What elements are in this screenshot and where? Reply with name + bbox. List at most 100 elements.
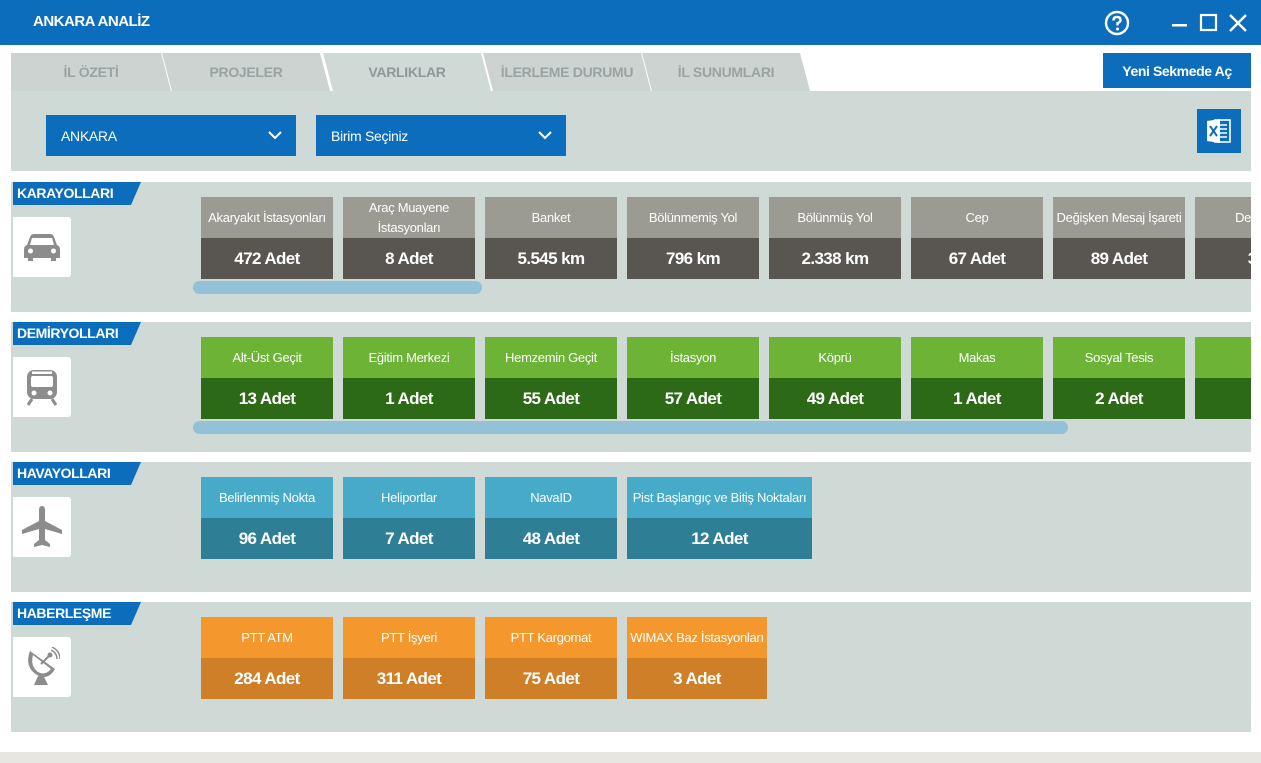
section-label: HAVAYOLLARI bbox=[13, 462, 141, 485]
metric-card[interactable]: Bölünmemiş Yol 796 km bbox=[627, 197, 759, 279]
metric-card-label: Sosyal Tesis bbox=[1053, 337, 1185, 378]
metric-card-label: Alt-Üst Geçit bbox=[201, 337, 333, 378]
section-title: KARAYOLLARI bbox=[17, 185, 114, 201]
metric-card-value: 374 bbox=[1195, 238, 1251, 279]
metric-card-value: 12 Adet bbox=[627, 518, 812, 559]
help-icon[interactable] bbox=[1104, 10, 1130, 36]
close-icon[interactable] bbox=[1225, 10, 1251, 36]
tab-label: İL ÖZETİ bbox=[63, 64, 119, 80]
metric-card-value: 3 Adet bbox=[627, 658, 767, 699]
maximize-icon[interactable] bbox=[1196, 10, 1222, 36]
window-title: ANKARA ANALİZ bbox=[33, 13, 150, 30]
open-new-tab-button[interactable]: Yeni Sekmede Aç bbox=[1103, 53, 1251, 88]
tab-il-ozeti[interactable]: İL ÖZETİ bbox=[11, 53, 171, 91]
metric-card-value: 284 Adet bbox=[201, 658, 333, 699]
metric-card[interactable]: Sosyal Tesis 2 Adet bbox=[1053, 337, 1185, 419]
metric-card-label: Değişken bbox=[1195, 197, 1251, 238]
car-icon bbox=[13, 217, 71, 277]
chevron-down-icon bbox=[538, 131, 552, 140]
metric-card[interactable]: PTT ATM 284 Adet bbox=[201, 617, 333, 699]
metric-card[interactable]: NavaID 48 Adet bbox=[485, 477, 617, 559]
metric-card-value: 1 Adet bbox=[911, 378, 1043, 419]
metric-card[interactable]: PTT İşyeri 311 Adet bbox=[343, 617, 475, 699]
metric-card-label: Banket bbox=[485, 197, 617, 238]
city-select-value: ANKARA bbox=[61, 127, 117, 144]
excel-export-button[interactable] bbox=[1197, 109, 1241, 153]
metric-card-label: Değişken Mesaj İşareti bbox=[1053, 197, 1185, 238]
metric-card-value: 96 Adet bbox=[201, 518, 333, 559]
metric-card[interactable]: Değişken Mesaj İşareti 89 Adet bbox=[1053, 197, 1185, 279]
excel-icon bbox=[1207, 119, 1231, 143]
metric-card-value: 75 Adet bbox=[485, 658, 617, 699]
metric-card-label: Araç Muayene İstasyonları bbox=[343, 197, 475, 238]
metric-card-value: 2.338 km bbox=[769, 238, 901, 279]
satellite-dish-icon bbox=[13, 637, 71, 697]
metric-card-label: Köprü bbox=[769, 337, 901, 378]
metric-card-label: WIMAX Baz İstasyonları bbox=[627, 617, 767, 658]
train-icon bbox=[13, 357, 71, 417]
section-highways: KARAYOLLARI Akaryakıt İstasyonları 472 Ad… bbox=[11, 182, 1251, 312]
tab-varliklar[interactable]: VARLIKLAR bbox=[323, 53, 491, 91]
metric-card-value: 1 Adet bbox=[343, 378, 475, 419]
section-communication: HABERLEŞME PTT ATM 284 Adet PTT İşyeri 311 … bbox=[11, 602, 1251, 732]
metric-card[interactable]: WIMAX Baz İstasyonları 3 Adet bbox=[627, 617, 767, 699]
metric-card[interactable]: Heliportlar 7 Adet bbox=[343, 477, 475, 559]
metric-card[interactable]: Pist Başlangıç ve Bitiş Noktaları 12 Adet bbox=[627, 477, 812, 559]
tab-label: İL SUNUMLARI bbox=[677, 64, 775, 80]
section-railways: DEMİRYOLLARI Alt-Üst Geçit 13 Adet Eğitim … bbox=[11, 322, 1251, 452]
metric-card-label: T bbox=[1195, 337, 1251, 378]
horizontal-scrollbar[interactable] bbox=[193, 281, 482, 294]
section-title: DEMİRYOLLARI bbox=[17, 325, 119, 341]
metric-card-label: Bölünmüş Yol bbox=[769, 197, 901, 238]
section-airways: HAVAYOLLARI Belirlenmiş Nokta 96 Adet Heli… bbox=[11, 462, 1251, 592]
city-select[interactable]: ANKARA bbox=[46, 115, 296, 156]
metric-card-value: 311 Adet bbox=[343, 658, 475, 699]
section-label: HABERLEŞME bbox=[13, 602, 141, 625]
tab-ilerleme-durumu[interactable]: İLERLEME DURUMU bbox=[483, 53, 651, 91]
metric-card-value: 43 bbox=[1195, 378, 1251, 419]
metric-card[interactable]: PTT Kargomat 75 Adet bbox=[485, 617, 617, 699]
title-bar: ANKARA ANALİZ bbox=[0, 0, 1261, 45]
metric-card-value: 13 Adet bbox=[201, 378, 333, 419]
metric-card-value: 67 Adet bbox=[911, 238, 1043, 279]
metric-card[interactable]: Cep 67 Adet bbox=[911, 197, 1043, 279]
tab-projeler[interactable]: PROJELER bbox=[162, 53, 330, 91]
metric-card[interactable]: T43 bbox=[1195, 337, 1251, 419]
metric-card[interactable]: Köprü 49 Adet bbox=[769, 337, 901, 419]
metric-card-value: 7 Adet bbox=[343, 518, 475, 559]
metric-card-label: Heliportlar bbox=[343, 477, 475, 518]
metric-card[interactable]: Hemzemin Geçit 55 Adet bbox=[485, 337, 617, 419]
metric-card-label: Akaryakıt İstasyonları bbox=[201, 197, 333, 238]
metric-card-label: Makas bbox=[911, 337, 1043, 378]
section-title: HAVAYOLLARI bbox=[17, 465, 111, 481]
metric-card-label: Belirlenmiş Nokta bbox=[201, 477, 333, 518]
unit-select-value: Birim Seçiniz bbox=[331, 127, 409, 144]
section-label: KARAYOLLARI bbox=[13, 182, 141, 205]
metric-card[interactable]: Değişken374 bbox=[1195, 197, 1251, 279]
metric-card-label: İstasyon bbox=[627, 337, 759, 378]
metric-card[interactable]: Makas 1 Adet bbox=[911, 337, 1043, 419]
metric-card[interactable]: Araç Muayene İstasyonları 8 Adet bbox=[343, 197, 475, 279]
metric-card-value: 2 Adet bbox=[1053, 378, 1185, 419]
chevron-down-icon bbox=[268, 131, 282, 140]
tab-il-sunumlari[interactable]: İL SUNUMLARI bbox=[642, 53, 810, 91]
metric-card[interactable]: Banket 5.545 km bbox=[485, 197, 617, 279]
metric-card[interactable]: Eğitim Merkezi 1 Adet bbox=[343, 337, 475, 419]
metric-card[interactable]: Belirlenmiş Nokta 96 Adet bbox=[201, 477, 333, 559]
metric-card[interactable]: İstasyon 57 Adet bbox=[627, 337, 759, 419]
metric-card-value: 57 Adet bbox=[627, 378, 759, 419]
minimize-icon[interactable] bbox=[1167, 10, 1193, 36]
horizontal-scrollbar[interactable] bbox=[193, 421, 1068, 434]
metric-card-label: PTT İşyeri bbox=[343, 617, 475, 658]
tab-label: PROJELER bbox=[209, 64, 283, 80]
unit-select[interactable]: Birim Seçiniz bbox=[316, 115, 566, 156]
metric-card-value: 472 Adet bbox=[201, 238, 333, 279]
metric-card[interactable]: Alt-Üst Geçit 13 Adet bbox=[201, 337, 333, 419]
section-title: HABERLEŞME bbox=[17, 605, 112, 621]
metric-card[interactable]: Akaryakıt İstasyonları 472 Adet bbox=[201, 197, 333, 279]
metric-card-label: Cep bbox=[911, 197, 1043, 238]
metric-card[interactable]: Bölünmüş Yol 2.338 km bbox=[769, 197, 901, 279]
metric-card-value: 49 Adet bbox=[769, 378, 901, 419]
metric-card-value: 55 Adet bbox=[485, 378, 617, 419]
tab-label: İLERLEME DURUMU bbox=[500, 64, 634, 80]
